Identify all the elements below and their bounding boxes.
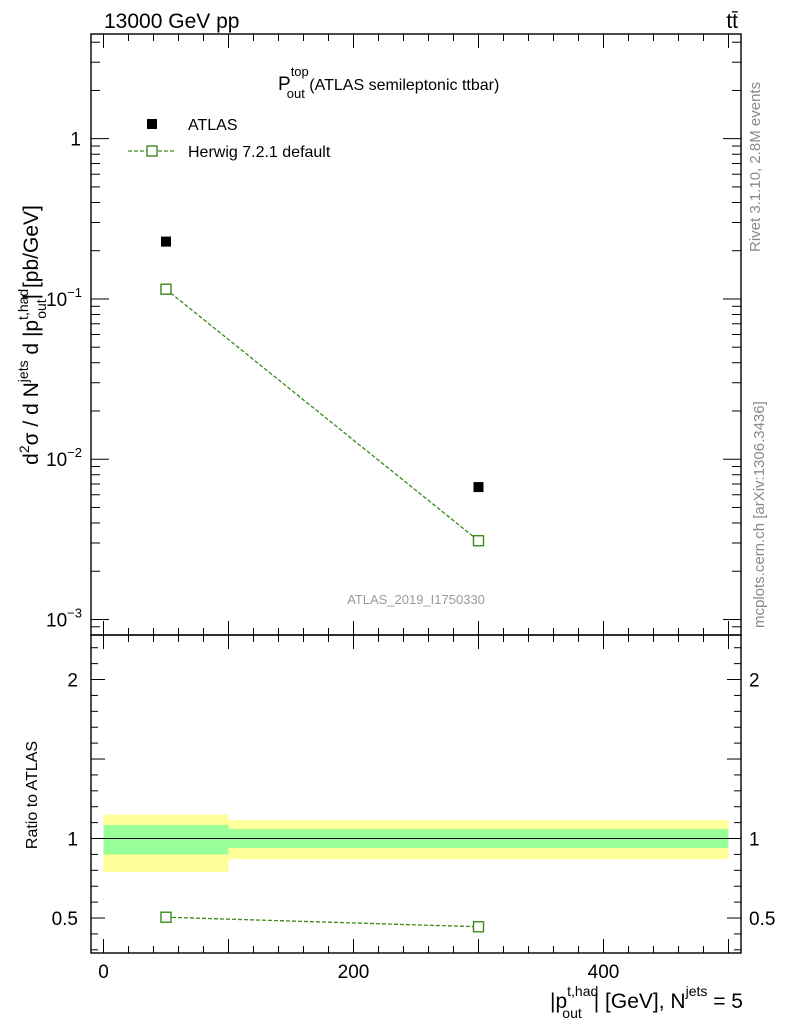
ratio-y-tick-label-left: 1 <box>67 830 78 851</box>
main-y-tick-label: 10−2 <box>46 445 82 471</box>
herwig-ratio-line <box>165 916 479 928</box>
analysis-watermark: ATLAS_2019_I1750330 <box>347 592 485 607</box>
atlas-point <box>161 236 171 247</box>
ratio-y-tick-label-left: 0.5 <box>52 909 78 930</box>
herwig-ratio-point <box>472 921 485 933</box>
main-axis-ticks: 1 10−1 10−2 10−3 <box>46 34 741 636</box>
herwig-ratio-point <box>160 911 172 923</box>
main-y-tick-label: 10−3 <box>46 605 82 631</box>
atlas-point <box>473 482 484 493</box>
title-sub: out <box>287 86 305 101</box>
x-tick-label: 200 <box>338 962 370 983</box>
main-y-tick-label: 1 <box>70 130 81 151</box>
stat-uncertainty-band-0 <box>103 825 229 855</box>
ratio-y-tick-label-right: 2 <box>749 671 760 692</box>
x-axis-label: |pt,had out | [GeV], Njets = 5 <box>550 983 743 1021</box>
title-rest: (ATLAS semileptonic ttbar) <box>305 77 499 94</box>
ratio-y-axis-label: Ratio to ATLAS <box>24 741 41 849</box>
title-sup: top <box>291 64 309 79</box>
ratio-bands <box>103 814 729 872</box>
legend-atlas-marker <box>147 119 157 129</box>
rivet-label: Rivet 3.1.10, 2.8M events <box>747 82 764 252</box>
mcplots-label: mcplots.cern.ch [arXiv:1306.3436] <box>751 401 768 628</box>
ratio-y-tick-label-right: 0.5 <box>749 909 775 930</box>
main-y-tick-label: 10−1 <box>46 285 82 311</box>
energy-label: 13000 GeV pp <box>104 10 239 33</box>
data-marks <box>160 236 485 933</box>
process-label: tt̄ <box>726 10 738 33</box>
x-tick-label: 0 <box>98 962 109 983</box>
legend-herwig-label: Herwig 7.2.1 default <box>188 144 331 161</box>
ratio-y-tick-label-right: 1 <box>749 830 760 851</box>
herwig-line <box>165 288 479 542</box>
legend-atlas-label: ATLAS <box>188 117 238 134</box>
legend-herwig-marker <box>146 145 158 157</box>
x-tick-label: 400 <box>588 962 620 983</box>
ratio-panel-frame <box>90 634 742 954</box>
herwig-point <box>160 283 172 295</box>
ratio-axis-ticks: 0.5 0.5 1 1 2 2 0 200 400 <box>52 635 775 983</box>
ratio-y-tick-label-left: 2 <box>67 671 78 692</box>
herwig-point <box>472 535 485 547</box>
legend: ATLAS Herwig 7.2.1 default <box>128 117 331 161</box>
main-y-axis-label: d2σ / d Njets d |pt,had out| [pb/GeV] <box>15 205 49 465</box>
plot-title: Ptop out (ATLAS semileptonic ttbar) <box>278 64 499 101</box>
title-main: P <box>278 74 291 95</box>
